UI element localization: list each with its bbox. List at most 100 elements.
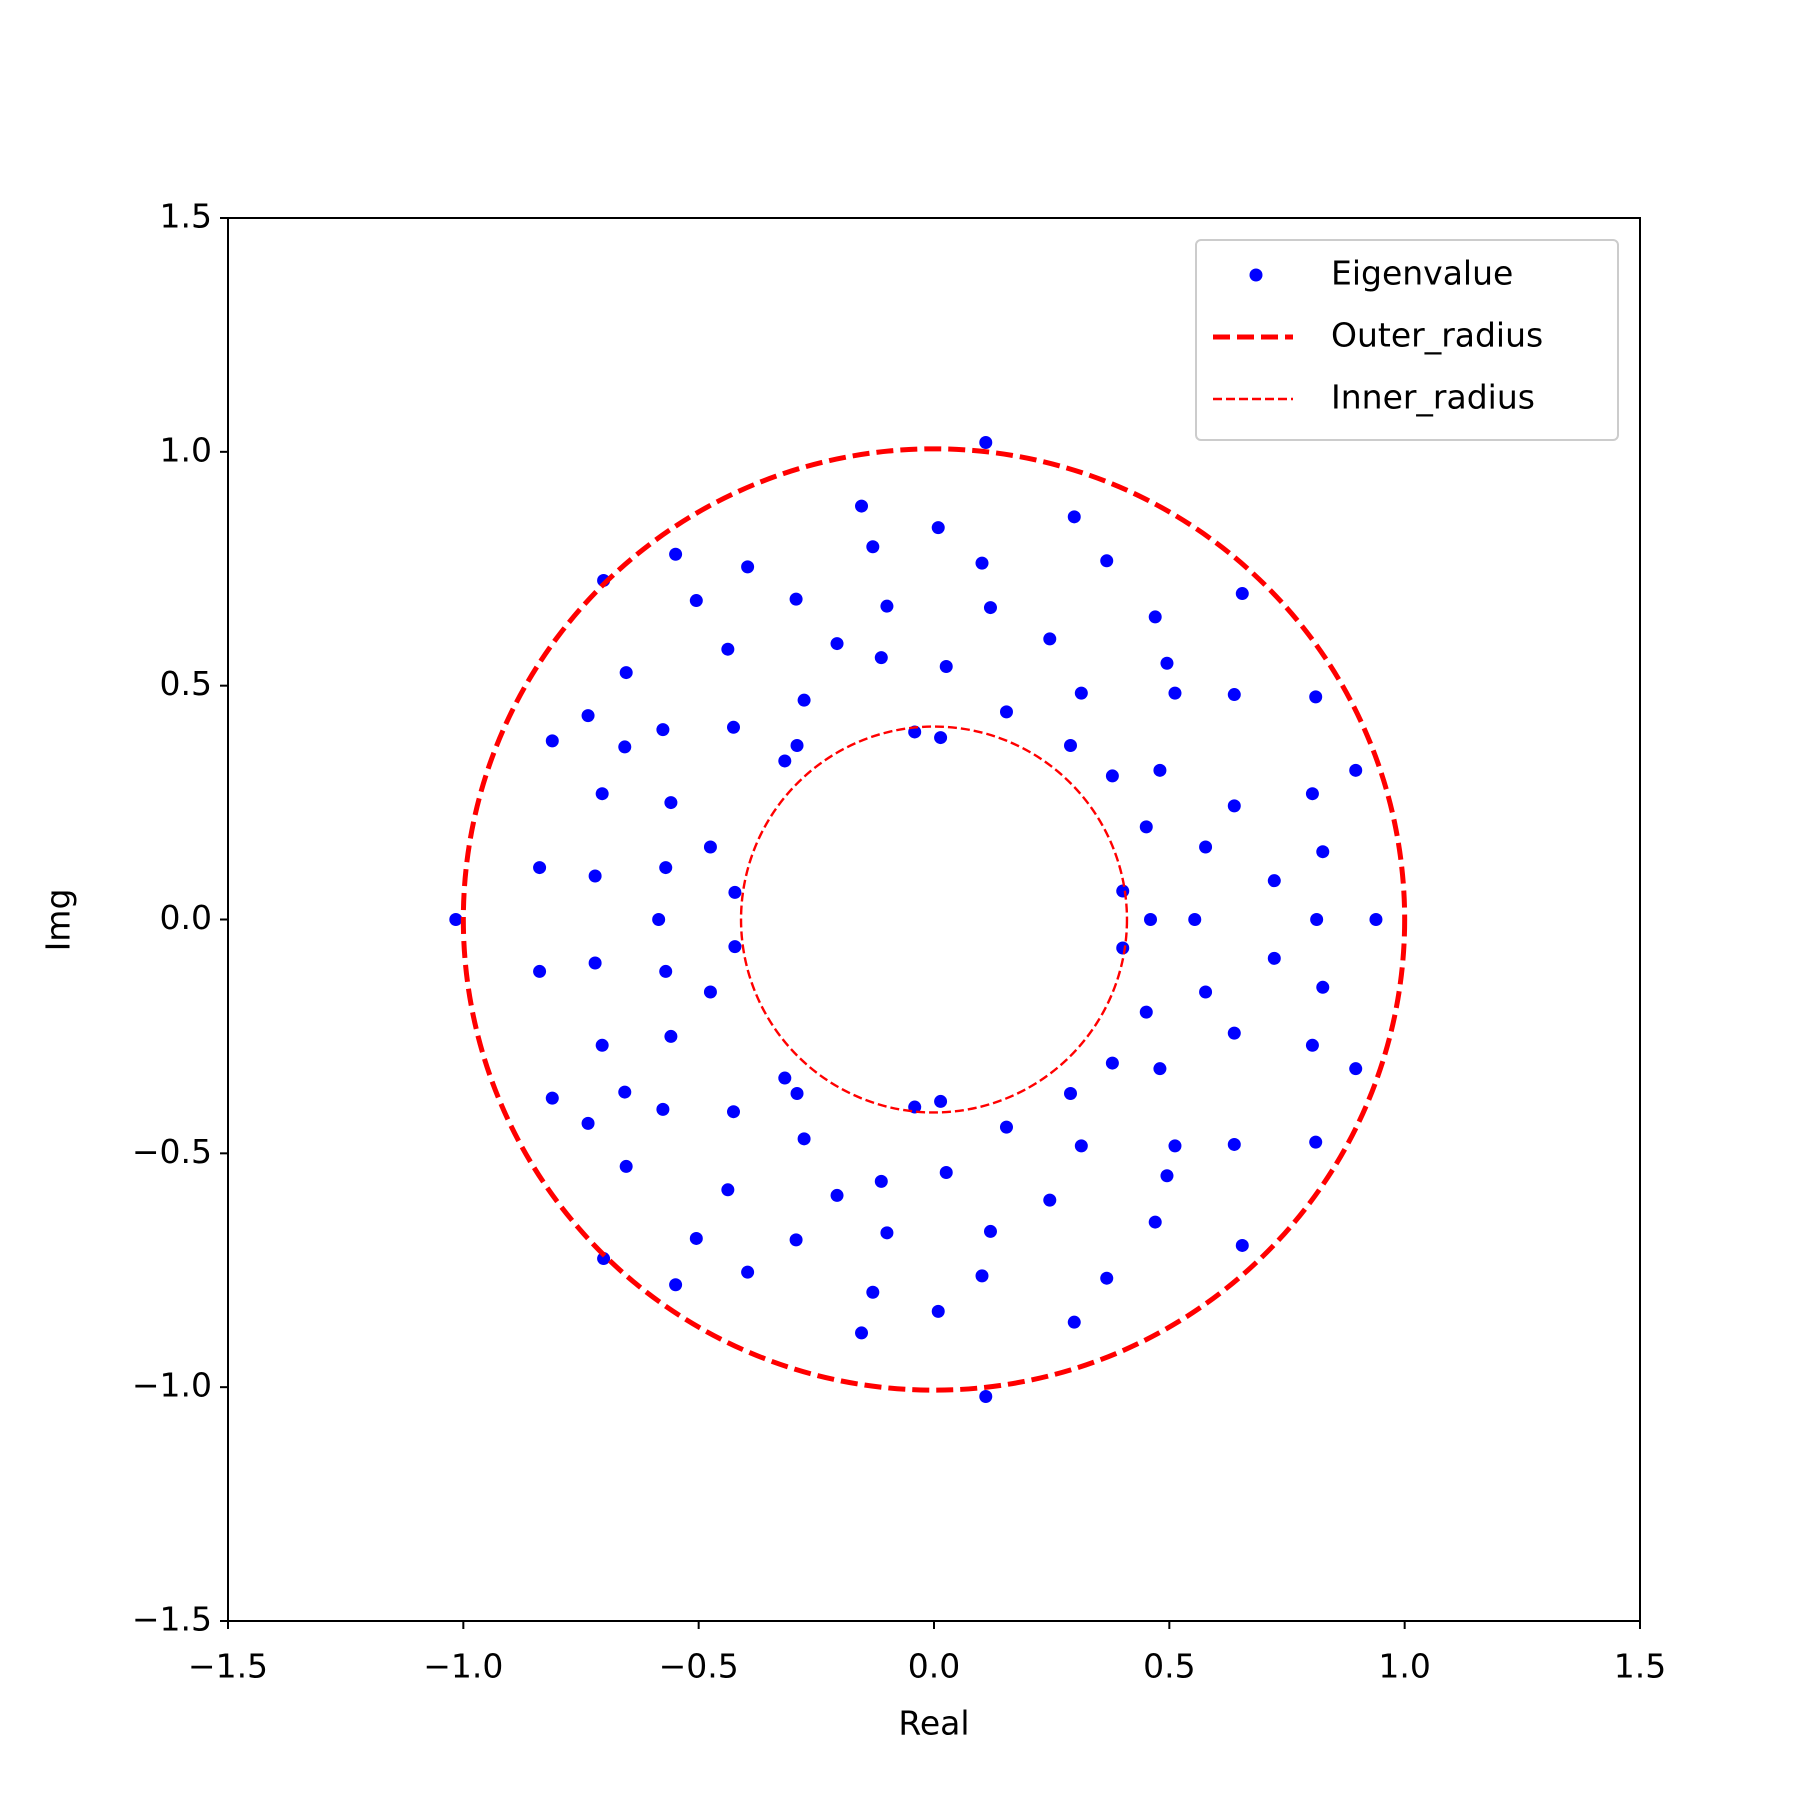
radius-circle xyxy=(739,725,1129,1114)
eigenvalue-point xyxy=(689,1231,703,1245)
legend-marker xyxy=(1249,268,1263,282)
eigenvalue-point xyxy=(1144,913,1158,926)
eigenvalue-point xyxy=(979,435,993,449)
eigenvalue-point xyxy=(619,1159,633,1173)
eigenvalue-point xyxy=(703,840,717,854)
eigenvalue-point xyxy=(588,869,602,883)
eigenvalue-point xyxy=(1116,884,1130,898)
eigenvalue-point xyxy=(728,885,742,899)
plot-frame xyxy=(227,217,1641,1622)
eigenvalue-point xyxy=(790,1086,804,1100)
eigenvalue-point xyxy=(1227,799,1241,813)
eigenvalue-point xyxy=(581,709,595,723)
eigenvalue-point xyxy=(778,1071,792,1085)
eigenvalue-point xyxy=(656,723,670,737)
eigenvalue-point xyxy=(728,940,742,954)
eigenvalue-point xyxy=(934,731,948,745)
eigenvalue-point xyxy=(1235,1238,1249,1252)
eigenvalue-point xyxy=(1067,510,1081,524)
eigenvalue-point xyxy=(721,1183,735,1197)
y-tick-label: 1.0 xyxy=(160,430,212,469)
y-tick-label: 0.5 xyxy=(160,664,212,703)
eigenvalue-point xyxy=(999,705,1013,719)
eigenvalue-point xyxy=(1227,688,1241,702)
eigenvalue-point xyxy=(1116,941,1130,955)
eigenvalue-point xyxy=(1227,1026,1241,1040)
eigenvalue-point xyxy=(1105,1056,1119,1070)
eigenvalue-point xyxy=(1153,763,1167,777)
eigenvalue-point xyxy=(597,1252,611,1266)
eigenvalue-point xyxy=(939,659,953,673)
eigenvalue-point xyxy=(545,734,559,748)
eigenvalue-point xyxy=(789,1233,803,1247)
eigenvalue-point xyxy=(659,861,673,875)
y-tick-label: −1.0 xyxy=(132,1366,212,1405)
eigenvalue-point xyxy=(789,592,803,606)
y-tick-label: 1.5 xyxy=(160,197,212,236)
eigenvalue-point xyxy=(618,740,632,754)
eigenvalue-point xyxy=(1063,1086,1077,1100)
eigenvalue-point xyxy=(581,1116,595,1130)
eigenvalue-point xyxy=(669,547,683,561)
eigenvalue-point xyxy=(1316,980,1330,994)
legend-label: Inner_radius xyxy=(1331,378,1535,417)
eigenvalue-point xyxy=(1160,656,1174,670)
eigenvalue-point xyxy=(866,1285,880,1299)
eigenvalue-point xyxy=(1235,587,1249,601)
legend-box xyxy=(1195,239,1619,441)
x-tick-label: 0.0 xyxy=(908,1647,960,1686)
eigenvalue-point xyxy=(619,666,633,680)
eigenvalue-point xyxy=(1148,1215,1162,1229)
eigenvalue-point xyxy=(1316,845,1330,859)
y-axis-label: Img xyxy=(39,889,78,952)
eigenvalue-point xyxy=(1148,610,1162,624)
x-tick-label: 0.5 xyxy=(1143,1647,1195,1686)
eigenvalue-point xyxy=(1139,820,1153,834)
eigenvalue-point xyxy=(664,796,678,810)
eigenvalue-point xyxy=(449,913,463,926)
eigenvalue-point xyxy=(880,1226,894,1240)
eigenvalue-point xyxy=(830,1188,844,1202)
eigenvalue-point xyxy=(1310,913,1324,926)
eigenvalue-point xyxy=(652,913,666,926)
eigenvalue-point xyxy=(1063,739,1077,753)
eigenvalue-point xyxy=(1100,1271,1114,1285)
eigenvalue-point xyxy=(1160,1169,1174,1183)
eigenvalue-point xyxy=(1067,1315,1081,1329)
eigenvalue-point xyxy=(855,1326,869,1340)
eigenvalue-point xyxy=(1074,1139,1088,1153)
eigenvalue-point xyxy=(1309,1135,1323,1149)
eigenvalue-point xyxy=(790,739,804,753)
eigenvalue-point xyxy=(999,1120,1013,1134)
eigenvalue-point xyxy=(664,1029,678,1043)
eigenvalue-point xyxy=(1153,1062,1167,1076)
eigenvalue-point xyxy=(1227,1137,1241,1151)
eigenvalue-point xyxy=(618,1085,632,1099)
eigenvalue-point xyxy=(931,1304,945,1318)
eigenvalue-point xyxy=(1168,686,1182,700)
eigenvalue-point xyxy=(689,594,703,608)
eigenvalue-point xyxy=(703,985,717,999)
y-tick-label: −0.5 xyxy=(132,1132,212,1171)
eigenvalue-point xyxy=(778,754,792,768)
eigenvalue-point xyxy=(931,521,945,535)
eigenvalue-point xyxy=(797,1132,811,1146)
eigenvalue-point xyxy=(741,1265,755,1279)
x-tick-label: −1.5 xyxy=(188,1647,268,1686)
eigenvalue-point xyxy=(726,1105,740,1119)
x-tick-label: −1.0 xyxy=(423,1647,503,1686)
y-tick-label: −1.5 xyxy=(132,1600,212,1639)
eigenvalue-point xyxy=(975,1269,989,1283)
eigenvalue-point xyxy=(1349,1062,1363,1076)
eigenvalue-point xyxy=(1105,769,1119,783)
eigenvalue-point xyxy=(866,540,880,554)
eigenvalue-point xyxy=(721,642,735,656)
eigenvalue-point xyxy=(1168,1139,1182,1153)
x-tick-label: 1.0 xyxy=(1378,1647,1430,1686)
eigenvalue-point xyxy=(1043,632,1057,646)
eigenvalue-point xyxy=(595,1038,609,1052)
eigenvalue-point xyxy=(1349,763,1363,777)
eigenvalue-point xyxy=(874,1174,888,1188)
eigenvalue-point xyxy=(588,956,602,970)
